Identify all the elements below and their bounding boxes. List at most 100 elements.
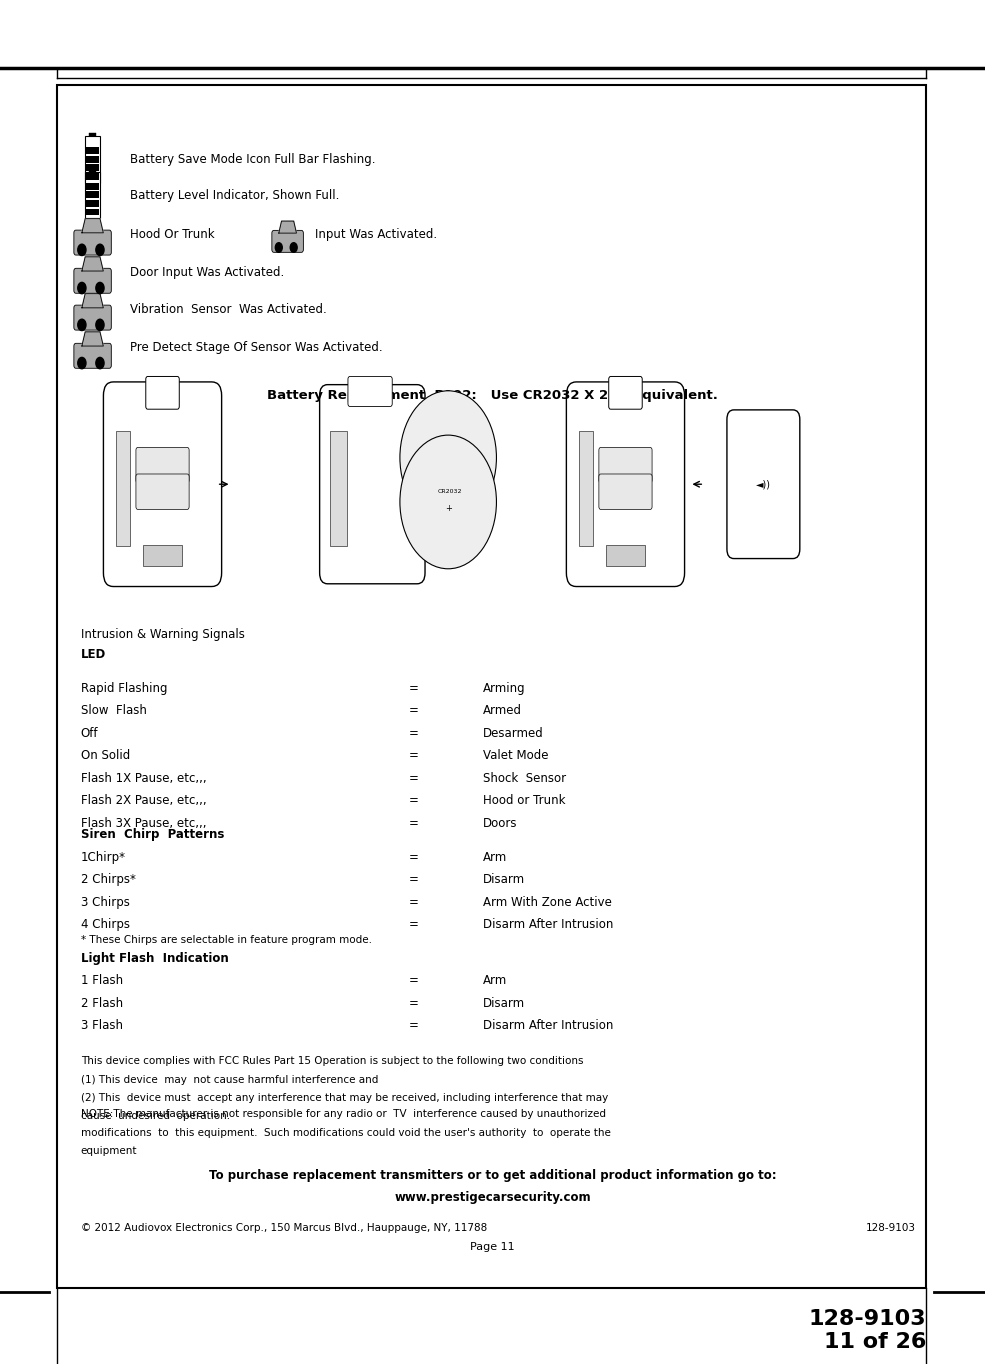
Bar [87,183,98,190]
Text: +: + [445,460,451,469]
Text: Disarm: Disarm [483,873,525,887]
Text: Arm: Arm [483,851,507,863]
Text: ◄)): ◄)) [755,479,771,490]
FancyBboxPatch shape [136,473,189,509]
FancyBboxPatch shape [348,376,392,406]
Text: =: = [409,851,419,863]
Text: Siren  Chirp  Patterns: Siren Chirp Patterns [81,828,225,842]
Text: (1) This device  may  not cause harmful interference and: (1) This device may not cause harmful in… [81,1075,378,1084]
Text: Door Input Was Activated.: Door Input Was Activated. [130,266,285,280]
FancyBboxPatch shape [74,306,111,330]
Text: Intrusion & Warning Signals: Intrusion & Warning Signals [81,627,244,641]
Text: =: = [409,794,419,807]
Bar [87,173,98,180]
Bar [87,155,98,162]
Text: Flash 3X Pause, etc,,,: Flash 3X Pause, etc,,, [81,817,206,829]
FancyBboxPatch shape [599,473,652,509]
Text: Rapid Flashing: Rapid Flashing [81,682,167,694]
Text: Hood Or Trunk: Hood Or Trunk [130,228,215,241]
Circle shape [291,243,297,252]
Text: +: + [445,505,451,513]
Circle shape [78,282,86,293]
Text: Disarm After Intrusion: Disarm After Intrusion [483,918,613,932]
Circle shape [96,319,104,330]
Polygon shape [82,331,103,346]
Bar [606,544,645,566]
FancyBboxPatch shape [146,376,179,409]
Text: 4 Chirps: 4 Chirps [81,918,130,932]
Text: =: = [409,896,419,908]
Text: Input Was Activated.: Input Was Activated. [315,228,437,241]
Text: =: = [409,873,419,887]
Text: Hood or Trunk: Hood or Trunk [483,794,565,807]
Text: 1 Flash: 1 Flash [81,974,123,988]
Bar [87,147,98,154]
FancyBboxPatch shape [103,382,222,587]
Circle shape [400,435,496,569]
Text: =: = [409,817,419,829]
Text: modifications  to  this equipment.  Such modifications could void the user's aut: modifications to this equipment. Such mo… [81,1128,611,1138]
Text: (2) This  device must  accept any interference that may be received, including i: (2) This device must accept any interfer… [81,1093,608,1103]
Text: CR2032: CR2032 [438,488,462,494]
Circle shape [78,319,86,330]
Text: Arm: Arm [483,974,507,988]
Text: 3 Chirps: 3 Chirps [81,896,130,908]
FancyBboxPatch shape [599,447,652,483]
Text: Battery Save Mode Icon Full Bar Flashing.: Battery Save Mode Icon Full Bar Flashing… [130,153,375,166]
Text: =: = [409,682,419,694]
Text: Vibration  Sensor  Was Activated.: Vibration Sensor Was Activated. [130,303,327,316]
Circle shape [400,391,496,525]
Text: This device complies with FCC Rules Part 15 Operation is subject to the followin: This device complies with FCC Rules Part… [81,1056,583,1067]
Text: On Solid: On Solid [81,749,130,762]
Polygon shape [279,221,296,233]
FancyBboxPatch shape [272,231,303,252]
Text: 3 Flash: 3 Flash [81,1019,123,1033]
Text: NOTE:The manufacturer is not responsible for any radio or  TV  interference caus: NOTE:The manufacturer is not responsible… [81,1109,606,1120]
Circle shape [78,357,86,368]
Text: Page 11: Page 11 [470,1241,515,1252]
Circle shape [96,357,104,368]
Bar [87,191,98,198]
Text: 2 Flash: 2 Flash [81,997,123,1009]
Circle shape [276,243,283,252]
Text: =: = [409,974,419,988]
Text: CR2032: CR2032 [438,445,462,449]
Text: LED: LED [81,648,106,662]
Text: =: = [409,727,419,739]
Text: Disarm: Disarm [483,997,525,1009]
Bar [116,431,130,546]
Text: =: = [409,918,419,932]
Text: =: = [409,772,419,784]
Bar [87,209,98,216]
Bar [90,169,96,172]
Text: * These Chirps are selectable in feature program mode.: * These Chirps are selectable in feature… [81,936,371,945]
Text: 2 Chirps*: 2 Chirps* [81,873,136,887]
Text: Light Flash  Indication: Light Flash Indication [81,952,229,964]
Text: Battery Level Indicator, Shown Full.: Battery Level Indicator, Shown Full. [130,188,340,202]
Text: Flash 1X Pause, etc,,,: Flash 1X Pause, etc,,, [81,772,207,784]
Text: Battery Replacement  PA92:   Use CR2032 X 2 or equivalent.: Battery Replacement PA92: Use CR2032 X 2… [267,389,718,402]
Bar [331,431,347,546]
Bar [90,134,96,136]
Text: Slow  Flash: Slow Flash [81,704,147,717]
FancyBboxPatch shape [74,231,111,255]
FancyBboxPatch shape [74,269,111,293]
Text: =: = [409,1019,419,1033]
FancyBboxPatch shape [319,385,426,584]
Text: Doors: Doors [483,817,517,829]
FancyBboxPatch shape [609,376,642,409]
Bar [57,85,926,1288]
Text: equipment: equipment [81,1146,137,1157]
Text: www.prestigecarsecurity.com: www.prestigecarsecurity.com [394,1191,591,1204]
Bar [87,201,98,207]
Bar [85,136,100,183]
Circle shape [78,244,86,255]
Text: =: = [409,704,419,717]
Text: Pre Detect Stage Of Sensor Was Activated.: Pre Detect Stage Of Sensor Was Activated… [130,341,382,355]
Bar [579,431,593,546]
Text: © 2012 Audiovox Electronics Corp., 150 Marcus Blvd., Hauppauge, NY, 11788: © 2012 Audiovox Electronics Corp., 150 M… [81,1222,487,1233]
Text: Desarmed: Desarmed [483,727,544,739]
Text: Off: Off [81,727,99,739]
Bar [87,165,98,172]
Text: 1Chirp*: 1Chirp* [81,851,126,863]
